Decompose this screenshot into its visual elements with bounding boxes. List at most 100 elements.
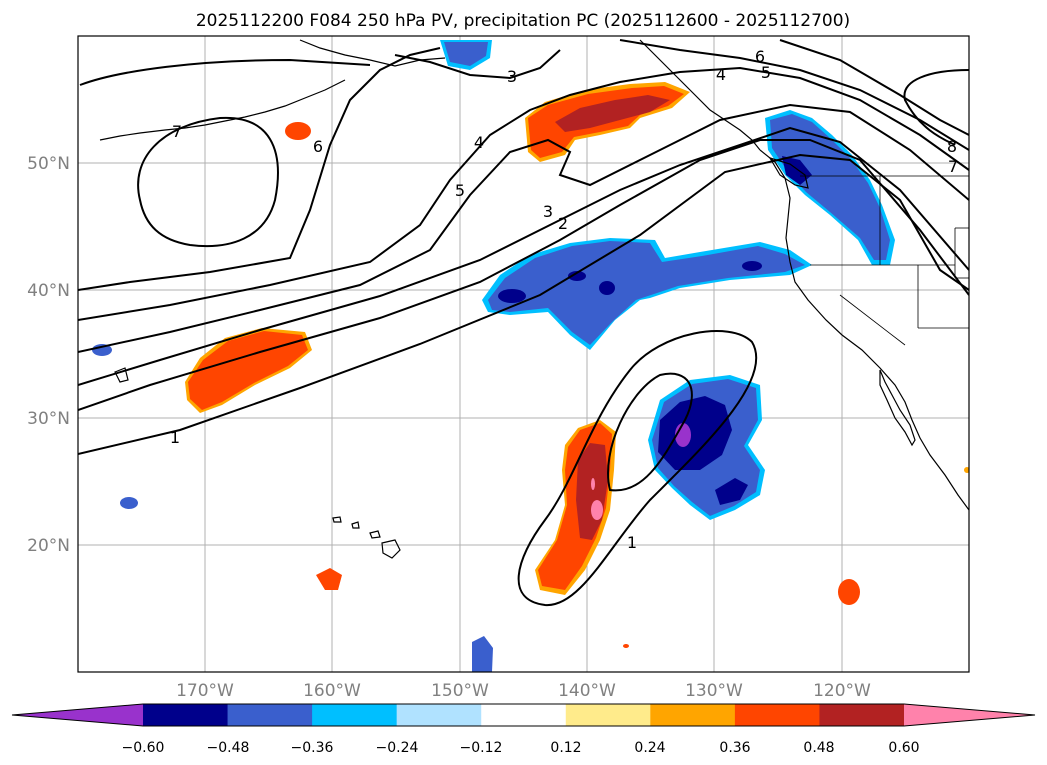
latitude-labels: 50°N 40°N 30°N 20°N xyxy=(27,154,70,556)
precip-region-pos xyxy=(838,579,860,605)
precip-region-pos xyxy=(591,500,603,520)
pv-contour-3-top xyxy=(394,49,561,80)
colorbar-segment xyxy=(227,704,313,726)
colorbar-tick-label: 0.60 xyxy=(888,740,919,756)
contour-label: 3 xyxy=(507,67,517,86)
hawaii-maui xyxy=(369,530,381,539)
lat-label-30n: 30°N xyxy=(27,409,70,429)
pv-contour-3 xyxy=(78,126,969,386)
precip-region-pos xyxy=(316,568,342,590)
contour-label: 5 xyxy=(455,181,465,200)
contour-label: 7 xyxy=(948,157,958,176)
baja-peninsula xyxy=(879,369,916,447)
pv-contour-4 xyxy=(78,103,969,353)
hawaii-kauai xyxy=(332,516,342,523)
precip-region-neg xyxy=(599,281,615,295)
western-island xyxy=(114,367,129,383)
longitude-labels: 170°W 160°W 150°W 140°W 130°W 120°W xyxy=(176,681,871,701)
lat-label-40n: 40°N xyxy=(27,281,70,301)
precip-positive-regions xyxy=(185,82,969,648)
pv-contours xyxy=(78,39,969,607)
colorbar-segment xyxy=(143,704,229,726)
lon-label-140w: 140°W xyxy=(558,681,616,701)
contour-labels: 1 1 2 3 3 4 4 5 5 6 6 7 7 8 xyxy=(170,47,958,552)
precip-region-neg xyxy=(120,497,138,509)
lat-label-20n: 20°N xyxy=(27,536,70,556)
colorbar-extend-low xyxy=(12,704,143,726)
precip-region-neg xyxy=(770,114,890,260)
colorbar-tick-label: −0.48 xyxy=(207,740,250,756)
precip-region-neg xyxy=(472,636,493,672)
aleutian-islands xyxy=(99,79,346,141)
colorbar-extend-high xyxy=(904,704,1035,726)
colorbar-tick-label: 0.12 xyxy=(550,740,581,756)
colorbar-tick-labels: −0.60 −0.48 −0.36 −0.24 −0.12 0.12 0.24 … xyxy=(122,740,920,756)
colorbar-segment xyxy=(481,704,567,726)
contour-label: 3 xyxy=(543,202,553,221)
colorbar-tick-label: −0.60 xyxy=(122,740,165,756)
pv-contour-1-inner xyxy=(607,372,693,492)
contour-label: 4 xyxy=(474,133,484,152)
colorbar-segment xyxy=(734,704,820,726)
pv-contour-7-loop xyxy=(137,116,279,247)
lon-label-130w: 130°W xyxy=(685,681,743,701)
precip-region-neg xyxy=(568,271,586,281)
contour-label: 1 xyxy=(627,533,637,552)
colorbar-tick-label: −0.24 xyxy=(376,740,419,756)
lon-label-170w: 170°W xyxy=(176,681,234,701)
lon-label-160w: 160°W xyxy=(303,681,361,701)
contour-label: 7 xyxy=(172,122,182,141)
pv-contour-5 xyxy=(78,66,969,321)
pv-contour-1 xyxy=(78,153,969,455)
colorbar-segment xyxy=(396,704,482,726)
pv-contour-7b xyxy=(779,39,969,136)
contour-label: 6 xyxy=(755,47,765,66)
precip-region-neg xyxy=(742,261,762,271)
contour-label: 5 xyxy=(761,63,771,82)
precip-region-pos xyxy=(555,95,670,132)
colorbar xyxy=(11,703,1036,727)
hawaii-oahu xyxy=(351,521,360,529)
na-west-coast xyxy=(759,149,969,511)
precip-region-neg xyxy=(715,478,748,505)
precip-region-pos xyxy=(623,644,629,648)
precip-negative-regions xyxy=(92,40,895,672)
pv-contour-6 xyxy=(78,47,441,291)
alaska-coast xyxy=(299,39,446,67)
colorbar-segment xyxy=(565,704,651,726)
map-frame xyxy=(77,35,970,673)
hawaii-big-island xyxy=(381,539,401,559)
map-title: 2025112200 F084 250 hPa PV, precipitatio… xyxy=(196,11,850,31)
precip-region-pos xyxy=(188,331,308,410)
contour-label: 2 xyxy=(558,214,568,233)
colorbar-segment xyxy=(819,704,905,726)
pv-contour-2 xyxy=(78,139,969,411)
contour-label: 8 xyxy=(947,137,957,156)
se-alaska-coast xyxy=(639,39,761,151)
map-content: 1 1 2 3 3 4 4 5 5 6 6 7 7 8 xyxy=(78,36,969,672)
colorbar-segment xyxy=(312,704,398,726)
lon-label-120w: 120°W xyxy=(813,681,871,701)
precip-region-neg xyxy=(658,396,732,470)
precip-region-neg xyxy=(444,42,488,66)
colorbar-tick-label: 0.36 xyxy=(719,740,750,756)
vancouver-island xyxy=(768,156,809,189)
pv-contour-1-loop xyxy=(517,330,758,607)
precip-region-pos xyxy=(285,122,311,140)
colorbar-tick-label: 0.48 xyxy=(803,740,834,756)
contour-label: 6 xyxy=(313,137,323,156)
colorbar-outline xyxy=(11,703,1036,727)
pv-contour-8 xyxy=(903,69,969,146)
lat-label-50n: 50°N xyxy=(27,154,70,174)
pv-contour-7 xyxy=(79,58,371,86)
precip-region-neg xyxy=(498,289,526,303)
political-borders xyxy=(800,175,969,346)
colorbar-tick-label: −0.12 xyxy=(460,740,503,756)
lon-label-150w: 150°W xyxy=(431,681,489,701)
colorbar-segment xyxy=(650,704,736,726)
precip-region-neg xyxy=(488,241,805,345)
precip-region-pos xyxy=(591,478,595,490)
precip-region-pos xyxy=(964,467,969,473)
colorbar-tick-label: −0.36 xyxy=(291,740,334,756)
